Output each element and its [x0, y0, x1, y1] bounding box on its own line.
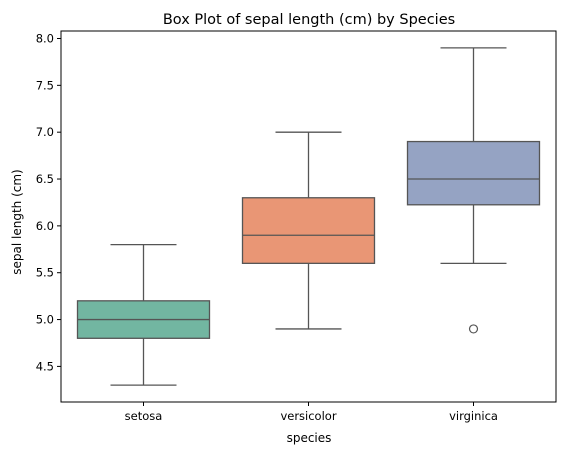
y-tick-label: 8.0	[36, 31, 54, 45]
y-tick-label: 5.0	[36, 313, 54, 327]
y-tick-label: 6.0	[36, 219, 54, 233]
y-tick-label: 6.5	[36, 172, 54, 186]
y-tick-label: 4.5	[36, 359, 54, 373]
y-axis: 4.5 5.0 5.5 6.0 6.5 7.0 7.5 8.0	[36, 31, 61, 373]
iqr-box	[241, 197, 376, 264]
x-tick-label-setosa: setosa	[125, 409, 163, 423]
chart-title: Box Plot of sepal length (cm) by Species	[163, 12, 455, 28]
x-axis: setosa versicolor virginica	[125, 402, 498, 423]
x-tick-label-versicolor: versicolor	[280, 409, 336, 423]
y-tick-label: 7.0	[36, 125, 54, 139]
outlier-point	[468, 324, 479, 334]
iqr-box	[406, 140, 541, 206]
box-group-virginica	[406, 47, 541, 334]
plot-area	[60, 30, 557, 403]
x-tick-label-virginica: virginica	[449, 409, 498, 423]
box-group-versicolor	[241, 131, 376, 330]
y-tick-label: 7.5	[36, 78, 54, 92]
x-axis-label: species	[287, 431, 332, 445]
y-axis-label: sepal length (cm)	[10, 169, 24, 274]
y-tick-label: 5.5	[36, 266, 54, 280]
box-group-setosa	[76, 243, 211, 386]
